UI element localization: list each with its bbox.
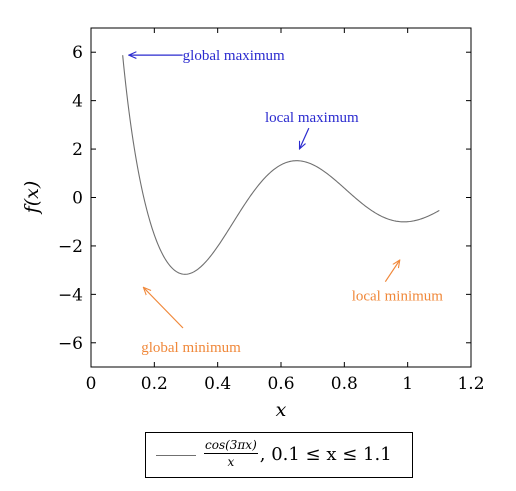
x-tick-labels: 0 0.2 0.4 0.6 0.8 1 1.2 (86, 374, 485, 394)
legend-denominator: x (227, 455, 235, 469)
y-tick-label: −2 (58, 237, 83, 257)
legend-fraction: cos(3πx) x (204, 439, 258, 469)
x-axis-title: x (276, 399, 287, 421)
y-tick-label: −4 (58, 285, 83, 305)
legend-numerator: cos(3πx) (204, 438, 258, 454)
legend: cos(3πx) x , 0.1 ≤ x ≤ 1.1 (145, 432, 413, 478)
y-tick-label: 2 (72, 140, 83, 160)
y-tick-label: 0 (72, 189, 83, 209)
x-tick-label: 0.2 (141, 374, 168, 394)
annotation-label: global maximum (183, 48, 285, 64)
annotation-arrow (384, 261, 399, 283)
y-tick-labels: −6 −4 −2 0 2 4 6 (58, 43, 83, 354)
annotation-arrow (144, 288, 184, 329)
y-tick-label: −6 (58, 334, 83, 354)
annotation-label: global minimum (141, 340, 241, 356)
annotation-arrow (300, 127, 310, 148)
y-tick-label: 6 (72, 43, 83, 63)
series-line (122, 55, 440, 275)
x-tick-label: 0.6 (267, 374, 294, 394)
annotations: global maximum local maximum global minimu… (130, 48, 444, 356)
y-axis-title: f(x) (21, 181, 43, 216)
x-tick-label: 1.2 (457, 374, 484, 394)
chart: 0 0.2 0.4 0.6 0.8 1 1.2 −6 −4 −2 0 2 4 6 global maxi… (21, 27, 485, 421)
annotation-label: local minimum (352, 289, 444, 305)
legend-label: cos(3πx) x , 0.1 ≤ x ≤ 1.1 (204, 439, 392, 469)
y-tick-label: 4 (72, 92, 83, 112)
tick-marks (90, 28, 472, 367)
x-tick-label: 0.8 (331, 374, 358, 394)
x-tick-label: 0.4 (204, 374, 231, 394)
legend-condition: , 0.1 ≤ x ≤ 1.1 (259, 443, 392, 465)
x-tick-label: 0 (86, 374, 97, 394)
x-tick-label: 1 (402, 374, 413, 394)
plot-area-frame (90, 27, 472, 368)
annotation-label: local maximum (265, 110, 359, 126)
legend-line-swatch (156, 455, 196, 456)
